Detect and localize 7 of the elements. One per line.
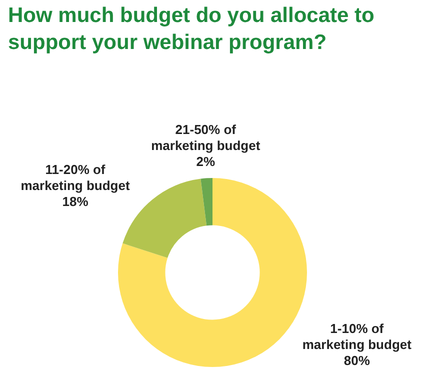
slice-label: 21-50% of marketing budget (151, 122, 261, 154)
data-label: 2% (196, 154, 216, 170)
chart-title: How much budget do you allocate to support your webinar program? (8, 3, 376, 56)
slice-label: 11-20% of marketing budget (20, 162, 130, 194)
data-label: 80% (344, 353, 370, 368)
data-label: 18% (62, 194, 89, 210)
slice-label: 1-10% of marketing budget (302, 321, 412, 352)
